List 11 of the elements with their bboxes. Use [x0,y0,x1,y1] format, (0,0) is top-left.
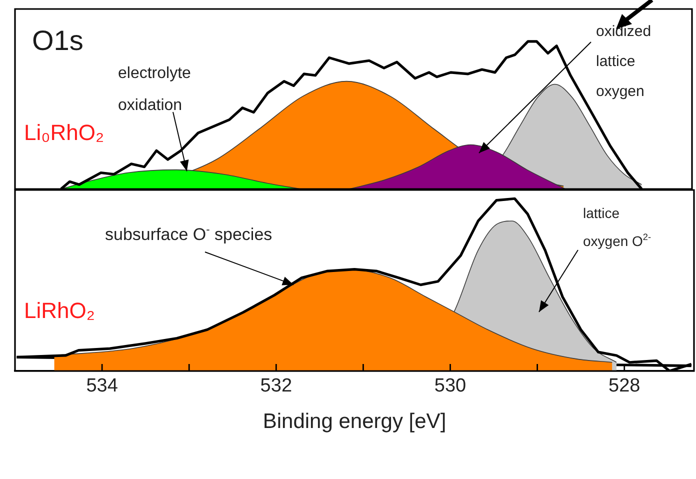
annotation: oxidized lattice oxygen [596,23,652,100]
x-tick-label: 528 [608,376,640,397]
annotation: subsurface O- species [105,224,272,244]
text: LiRhO₂ [24,298,95,323]
annotation: electrolyte oxidation [118,65,192,114]
x-axis-title: Binding energy [eV] [262,410,446,434]
chart-title: O1s [32,25,84,56]
x-tick-label: 530 [434,376,466,397]
x-tick-label: 534 [86,376,118,397]
text: Li₀RhO₂ [24,120,104,145]
x-tick-label: 532 [260,376,292,397]
